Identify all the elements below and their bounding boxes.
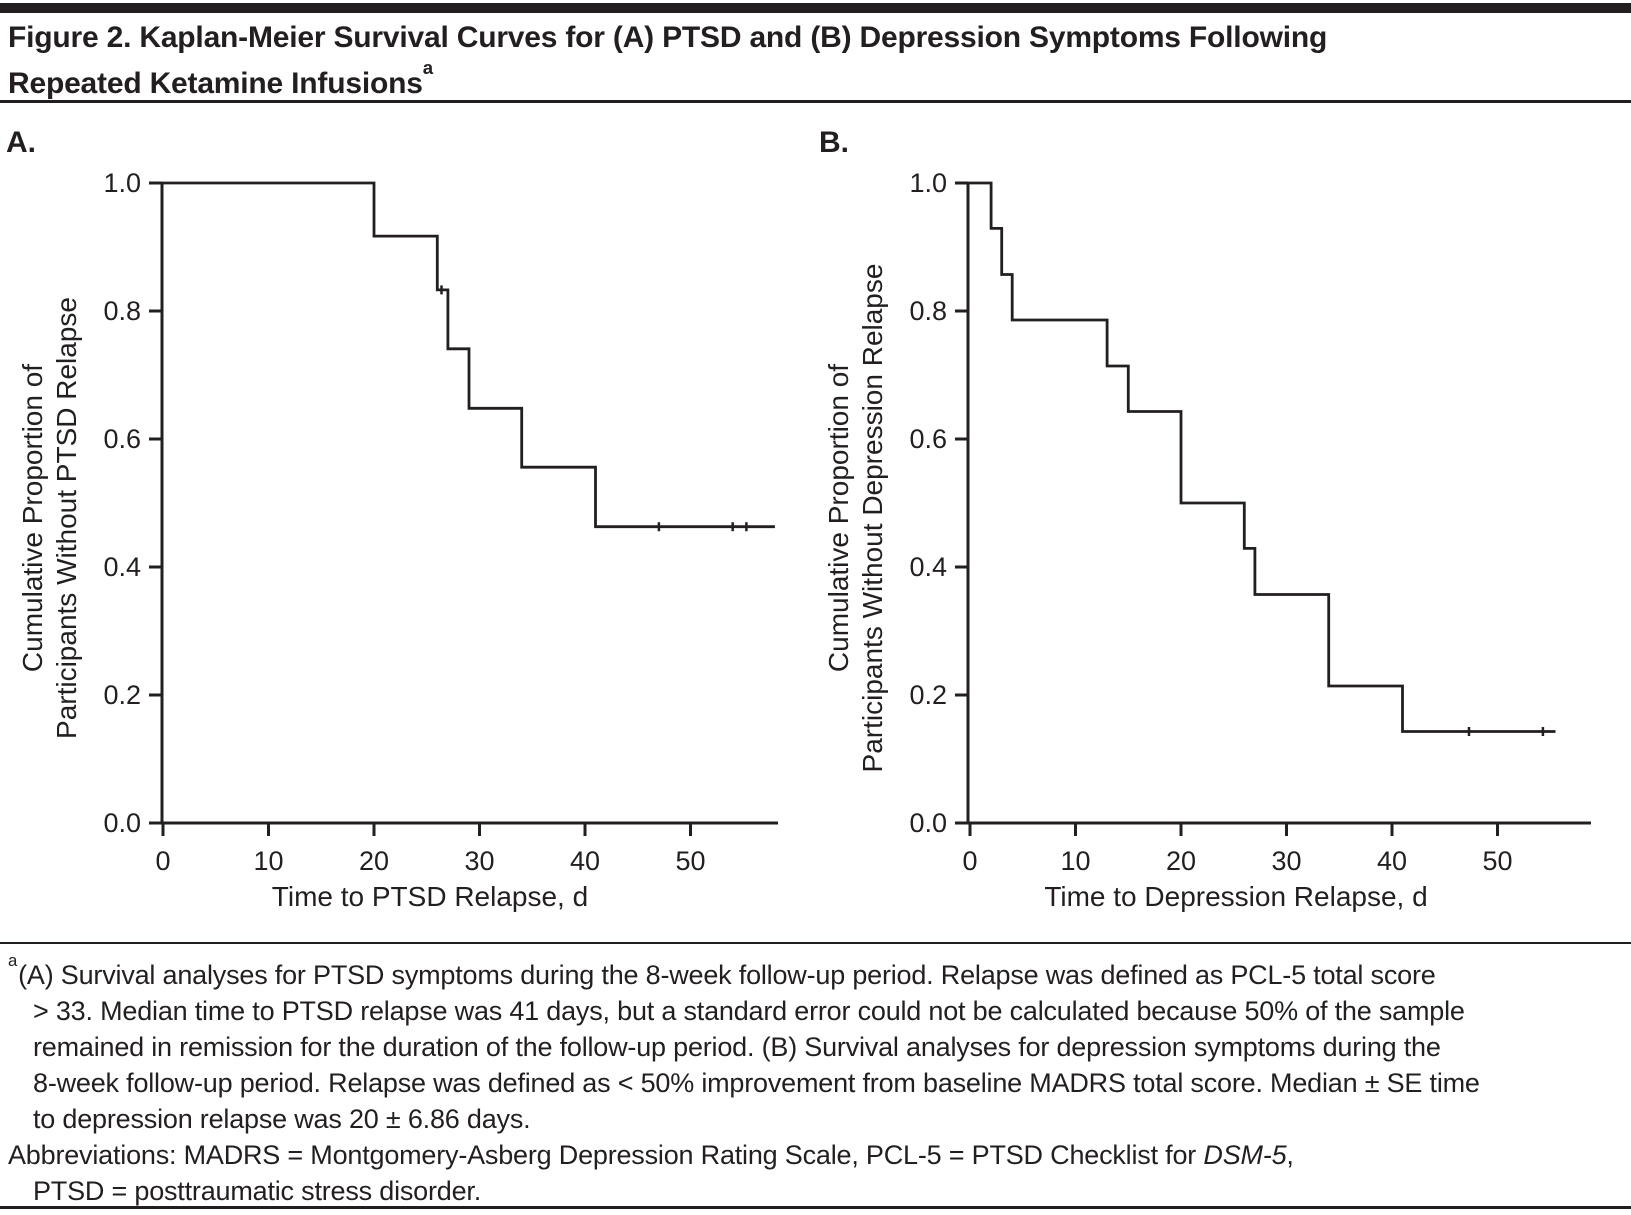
y-tick-label: 1.0 xyxy=(909,168,947,198)
footnote-line-1-text: (A) Survival analyses for PTSD symptoms … xyxy=(18,960,1436,990)
footnote-line-3: remained in remission for the duration o… xyxy=(33,1032,1441,1062)
x-tick-label: 0 xyxy=(155,846,170,876)
footnote-divider-rule xyxy=(0,942,1631,944)
x-tick-label: 50 xyxy=(1482,846,1512,876)
footnote-abbreviations-line-2: PTSD = posttraumatic stress disorder. xyxy=(33,1176,482,1206)
x-tick-label: 50 xyxy=(675,846,705,876)
abbreviations-italic-term: DSM-5 xyxy=(1203,1140,1287,1170)
footnote-line-2: > 33. Median time to PTSD relapse was 41… xyxy=(33,996,1465,1026)
survival-step-curve xyxy=(162,181,775,529)
top-rule xyxy=(0,3,1631,13)
km-panel-ptsd: A. Cumulative Proportion of Participants… xyxy=(6,126,778,912)
x-tick-label: 40 xyxy=(1377,846,1407,876)
figure-title: Figure 2. Kaplan-Meier Survival Curves f… xyxy=(8,19,1327,103)
footnote-line-1: a(A) Survival analyses for PTSD symptoms… xyxy=(8,951,1625,993)
km-panel-depression: B. Cumulative Proportion of Participants… xyxy=(819,126,1591,912)
x-tick-label: 30 xyxy=(1271,846,1301,876)
panel-b-y-axis-label-line1: Cumulative Proportion of xyxy=(823,364,854,672)
abbreviations-text-after: , xyxy=(1286,1140,1294,1170)
x-tick-label: 20 xyxy=(1166,846,1196,876)
footnote-line-4: 8-week follow-up period. Relapse was def… xyxy=(33,1068,1480,1098)
y-tick-label: 0.0 xyxy=(103,808,141,838)
panel-b-x-axis-label: Time to Depression Relapse, d xyxy=(1044,881,1427,912)
footnote-marker: a xyxy=(8,951,18,971)
panel-a-label: A. xyxy=(6,126,36,159)
axes xyxy=(966,183,1591,825)
panel-b-y-axis-label-line2: Participants Without Depression Relapse xyxy=(857,264,888,773)
y-tick-label: 0.2 xyxy=(103,680,141,710)
panel-a-y-axis-label-line1: Cumulative Proportion of xyxy=(17,364,48,672)
y-tick-label: 1.0 xyxy=(103,168,141,198)
panel-b-label: B. xyxy=(819,126,849,159)
y-tick-label: 0.8 xyxy=(909,296,947,326)
x-tick-label: 10 xyxy=(253,846,283,876)
bottom-rule xyxy=(0,1206,1631,1209)
figure-title-line2: Repeated Ketamine Infusionsa xyxy=(8,57,1327,103)
x-tick-label: 30 xyxy=(464,846,494,876)
title-divider-rule xyxy=(0,100,1631,103)
axes xyxy=(160,183,778,825)
x-tick-label: 0 xyxy=(962,846,977,876)
panel-a-plot-area: 0 10 20 30 40 50 0.0 0.2 0.4 0.6 0.8 1.0 xyxy=(103,168,778,876)
x-tick-label: 20 xyxy=(359,846,389,876)
y-tick-label: 0.4 xyxy=(103,552,141,582)
footnote-line-5: to depression relapse was 20 ± 6.86 days… xyxy=(33,1104,531,1134)
y-tick-label: 0.6 xyxy=(103,424,141,454)
footnote-block: a(A) Survival analyses for PTSD symptoms… xyxy=(8,951,1625,1209)
survival-step-curve xyxy=(968,181,1556,733)
y-tick-label: 0.8 xyxy=(103,296,141,326)
title-footnote-marker: a xyxy=(422,56,433,78)
y-tick-label: 0.0 xyxy=(909,808,947,838)
x-tick-label: 40 xyxy=(570,846,600,876)
abbreviations-text: Abbreviations: MADRS = Montgomery-Asberg… xyxy=(8,1140,1204,1170)
x-tick-label: 10 xyxy=(1060,846,1090,876)
panel-a-x-axis-label: Time to PTSD Relapse, d xyxy=(272,881,588,912)
figure-title-line2-text: Repeated Ketamine Infusions xyxy=(8,67,423,100)
panel-a-y-axis-label-line2: Participants Without PTSD Relapse xyxy=(51,297,82,739)
y-tick-label: 0.2 xyxy=(909,680,947,710)
footnote-abbreviations-line: Abbreviations: MADRS = Montgomery-Asberg… xyxy=(8,1137,1625,1173)
panel-b-plot-area: 0 10 20 30 40 50 0.0 0.2 0.4 0.6 0.8 1.0 xyxy=(909,168,1591,876)
y-tick-label: 0.4 xyxy=(909,552,947,582)
figure-title-line1: Figure 2. Kaplan-Meier Survival Curves f… xyxy=(8,21,1328,54)
y-tick-label: 0.6 xyxy=(909,424,947,454)
